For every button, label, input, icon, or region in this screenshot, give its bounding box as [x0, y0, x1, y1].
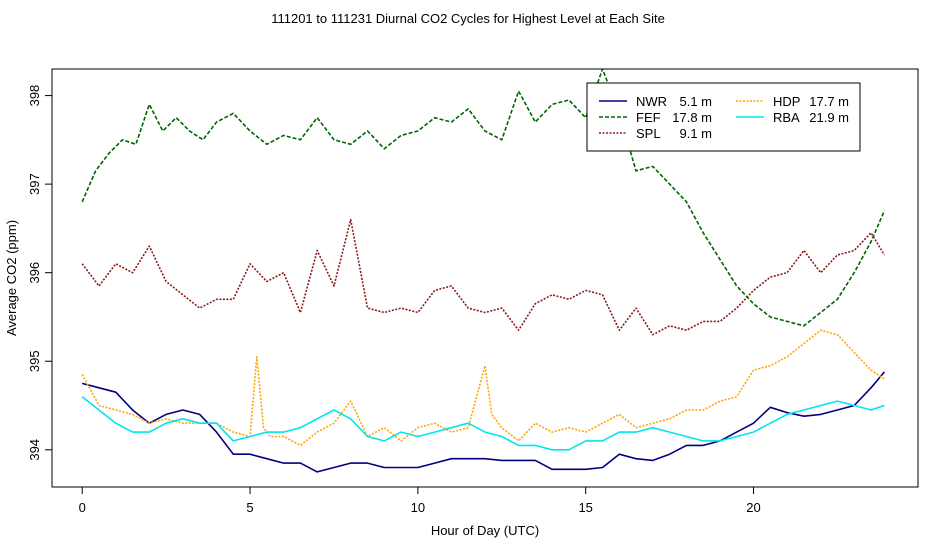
legend-label-fef: FEF: [636, 110, 661, 125]
y-tick-label: 396: [27, 262, 42, 284]
legend: NWR 5.1 m FEF 17.8 m SPL 9.1 m HDP 17.7 m RBA 21.…: [586, 82, 861, 152]
x-tick-label: 0: [79, 500, 86, 515]
series-layer: [81, 68, 886, 473]
x-tick-label: 15: [578, 500, 592, 515]
legend-label-rba: RBA: [773, 110, 800, 125]
y-tick-label: 395: [27, 350, 42, 372]
legend-label-hdp: HDP: [773, 94, 800, 109]
legend-height-spl: 9.1 m: [679, 126, 712, 141]
legend-height-hdp: 17.7 m: [809, 94, 849, 109]
legend-height-nwr: 5.1 m: [679, 94, 712, 109]
y-tick-label: 398: [27, 85, 42, 107]
series-line-fef: [81, 68, 886, 327]
x-axis-label: Hour of Day (UTC): [431, 523, 539, 538]
chart-title: 111201 to 111231 Diurnal CO2 Cycles for …: [271, 11, 665, 26]
x-axis: 0 5 10 15 20: [79, 487, 761, 515]
series-line-hdp: [81, 329, 885, 447]
legend-label-nwr: NWR: [636, 94, 667, 109]
x-tick-label: 5: [246, 500, 253, 515]
y-axis: 394 395 396 397 398: [27, 85, 52, 461]
legend-height-fef: 17.8 m: [672, 110, 712, 125]
y-axis-label: Average CO2 (ppm): [4, 220, 19, 336]
series-line-spl: [81, 218, 886, 336]
series-line-nwr: [81, 371, 886, 473]
y-tick-label: 397: [27, 173, 42, 195]
series-line-rba: [81, 396, 885, 451]
legend-height-rba: 21.9 m: [809, 110, 849, 125]
x-tick-label: 20: [746, 500, 760, 515]
legend-box: [586, 82, 861, 152]
x-tick-label: 10: [411, 500, 425, 515]
legend-label-spl: SPL: [636, 126, 661, 141]
y-tick-label: 394: [27, 439, 42, 461]
plot-frame: [51, 68, 919, 488]
